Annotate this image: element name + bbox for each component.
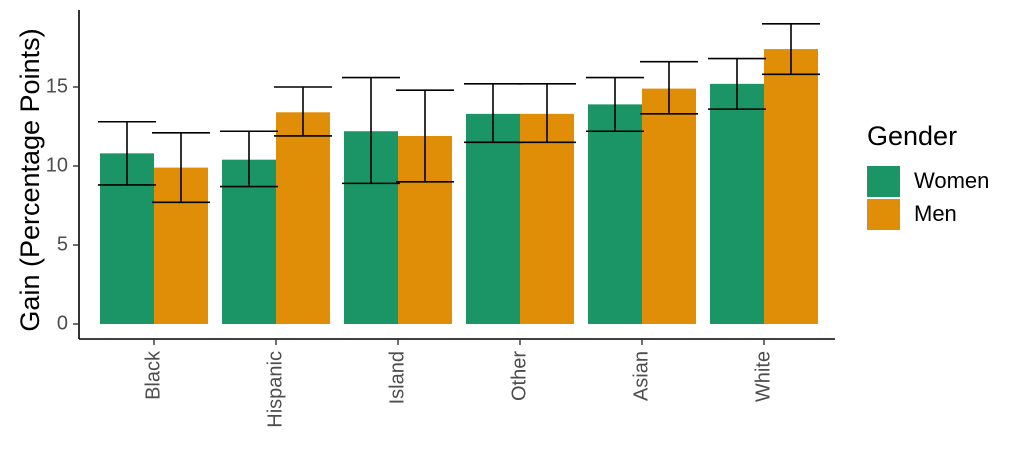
- plot-area: 0 5 10 15 Black Hispanic Island Other Asian Whit…: [46, 10, 835, 428]
- error-bar-men-other: [518, 83, 576, 144]
- legend-key-men: [867, 199, 900, 230]
- error-bar-men-white: [762, 22, 820, 76]
- error-bar-men-hispanic: [274, 86, 332, 137]
- legend-label-women: Women: [914, 168, 989, 193]
- error-bar-women-hispanic: [220, 130, 278, 188]
- y-tick-label: 5: [57, 233, 68, 255]
- bar-men-other: [520, 113, 574, 324]
- bar-women-other: [466, 113, 520, 324]
- y-ticks: 0 5 10 15: [46, 75, 79, 334]
- bar-women-white: [710, 83, 764, 324]
- error-bar-women-white: [708, 57, 766, 110]
- error-bar-women-other: [464, 83, 522, 144]
- y-tick-label: 0: [57, 312, 68, 334]
- error-bar-women-asian: [586, 76, 644, 133]
- legend-title: Gender: [867, 121, 957, 151]
- y-axis-title: Gain (Percentage Points): [15, 28, 45, 331]
- x-tick-label-white: White: [752, 351, 774, 402]
- bar-women-asian: [588, 104, 642, 324]
- legend-key-women: [867, 166, 900, 197]
- bar-men-asian: [642, 88, 696, 324]
- x-tick-label-hispanic: Hispanic: [264, 351, 286, 428]
- x-tick-label-asian: Asian: [630, 351, 652, 401]
- legend-items: Women Men: [867, 166, 989, 230]
- error-bar-women-island: [342, 76, 400, 185]
- bar-men-white: [764, 49, 818, 325]
- legend-label-men: Men: [914, 201, 957, 226]
- x-tick-label-island: Island: [386, 351, 408, 404]
- error-bars: [98, 22, 820, 204]
- error-bar-men-island: [396, 89, 454, 183]
- legend: Gender Women Men: [867, 121, 989, 230]
- x-ticks: Black Hispanic Island Other Asian White: [142, 339, 774, 428]
- error-bar-men-black: [152, 132, 210, 204]
- bar-men-hispanic: [276, 112, 330, 324]
- y-tick-label: 15: [46, 75, 68, 97]
- x-tick-label-black: Black: [142, 350, 164, 400]
- y-tick-label: 10: [46, 154, 68, 176]
- x-tick-label-other: Other: [508, 351, 530, 401]
- bars: [100, 49, 818, 325]
- error-bar-men-asian: [640, 60, 698, 115]
- error-bar-women-black: [98, 120, 156, 186]
